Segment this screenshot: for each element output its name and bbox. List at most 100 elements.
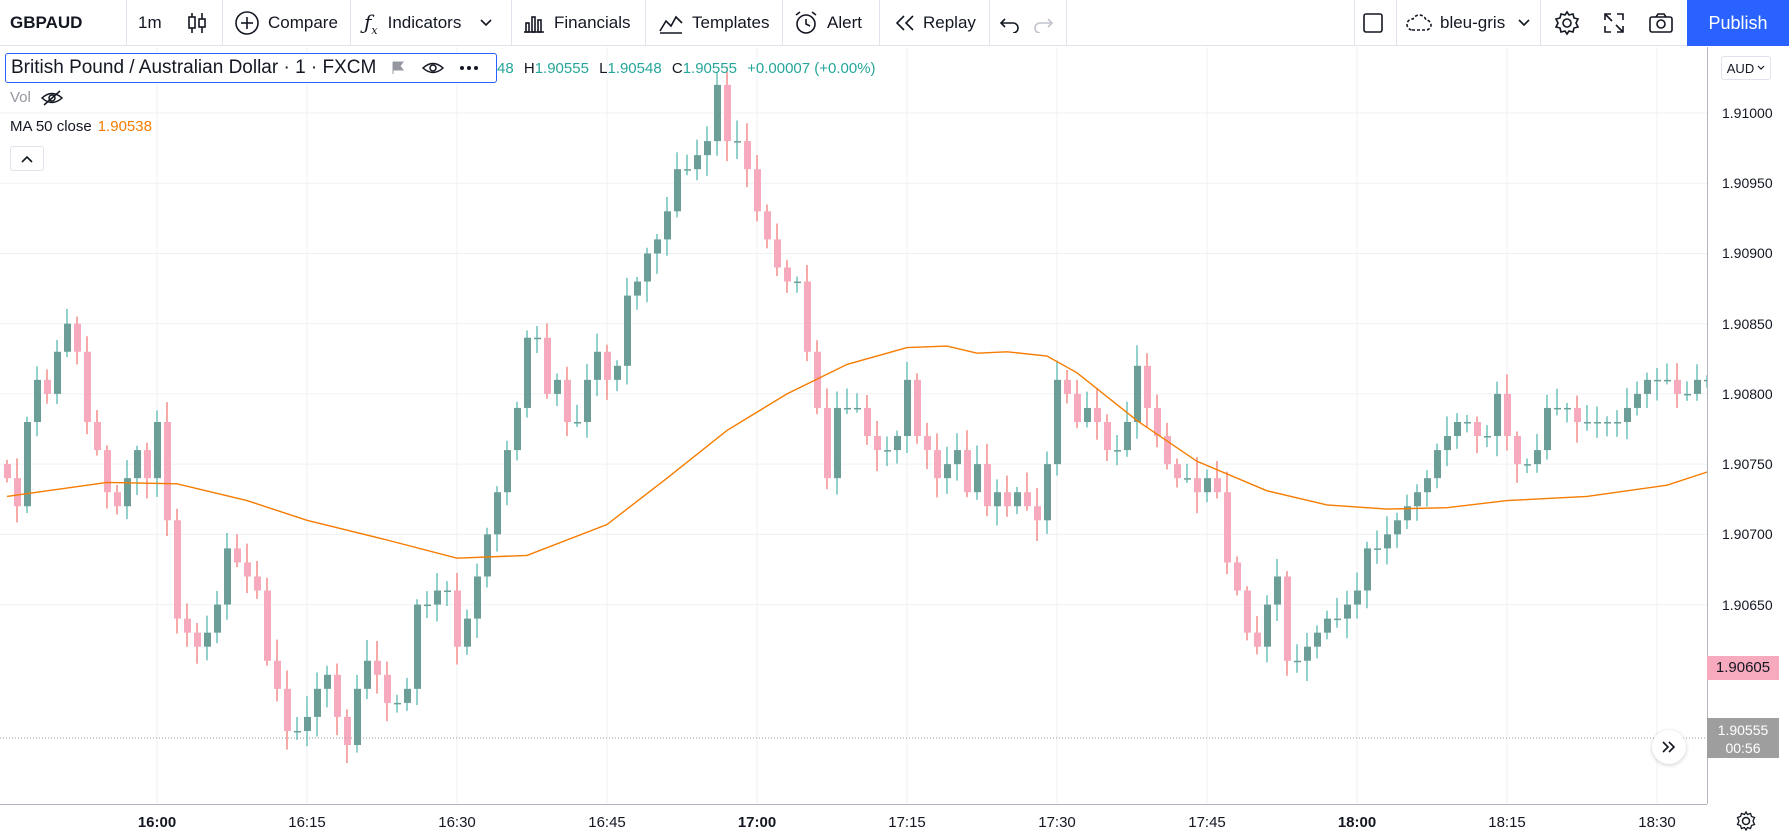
interval-button[interactable]: 1m — [138, 0, 162, 46]
symbol-search-button[interactable]: GBPAUD — [10, 0, 82, 46]
candle — [564, 366, 571, 437]
candle — [1184, 463, 1191, 483]
candle — [1674, 363, 1681, 409]
chart-pane[interactable] — [0, 47, 1707, 804]
candle-body — [254, 576, 261, 591]
candle — [234, 534, 241, 568]
candle-body — [1504, 393, 1511, 437]
compare-button[interactable]: Compare — [234, 0, 338, 46]
candle-body — [414, 604, 421, 689]
candle-body — [1104, 421, 1111, 451]
time-tick-label: 17:15 — [888, 814, 926, 831]
candle-body — [894, 436, 901, 451]
candle-body — [1404, 506, 1411, 521]
candle-body — [884, 450, 891, 452]
candle — [54, 339, 61, 405]
candle-body — [1354, 590, 1361, 605]
fullscreen-button[interactable] — [1602, 0, 1626, 46]
time-axis[interactable]: 16:00 16:15 16:30 16:45 17:00 17:15 17:30 17:45… — [0, 804, 1789, 839]
fullscreen-layout-button[interactable] — [1361, 0, 1385, 46]
alert-button[interactable]: Alert — [793, 0, 862, 46]
scroll-to-realtime-button[interactable] — [1652, 730, 1686, 764]
candle-body — [874, 436, 881, 451]
candle-body — [1064, 379, 1071, 394]
candle-body — [274, 660, 281, 689]
chart-type-button[interactable] — [186, 0, 208, 46]
candle — [1244, 586, 1251, 641]
candle-body — [124, 478, 131, 507]
candle — [594, 333, 601, 396]
candle — [1424, 470, 1431, 507]
candle — [1624, 388, 1631, 440]
candle-body — [784, 267, 791, 282]
candle — [1454, 413, 1461, 449]
replay-button[interactable]: Replay — [893, 0, 976, 46]
toolbar-divider — [1540, 0, 1541, 46]
undo-button[interactable] — [999, 0, 1021, 46]
candle — [1004, 475, 1011, 517]
toolbar-divider — [989, 0, 990, 46]
candle — [1284, 571, 1291, 676]
candle — [1564, 402, 1571, 423]
time-tick-label: 17:00 — [737, 814, 777, 831]
candle — [694, 139, 701, 181]
volume-legend[interactable]: Vol — [10, 89, 63, 106]
candle — [704, 126, 711, 176]
indicators-label: Indicators — [387, 13, 462, 32]
more-icon[interactable] — [458, 60, 480, 76]
candle — [954, 433, 961, 481]
candle-body — [1334, 618, 1341, 621]
candle-body — [1304, 646, 1311, 661]
candle-body — [374, 660, 381, 675]
rewind-icon — [895, 15, 914, 31]
layout-menu-button[interactable]: bleu-gris — [1404, 0, 1531, 46]
candle-body — [104, 450, 111, 493]
eye-hidden-icon[interactable] — [40, 89, 63, 106]
candle-body — [944, 464, 951, 479]
financials-button[interactable]: Financials — [522, 0, 631, 46]
price-axis[interactable]: 1.91000 1.90950 1.90900 1.90850 1.90800 1.907… — [1707, 47, 1789, 804]
candle — [384, 661, 391, 722]
candle-body — [314, 688, 321, 717]
candle-body — [704, 141, 711, 156]
candle — [884, 436, 891, 466]
candle — [404, 677, 411, 711]
candle-body — [1244, 590, 1251, 633]
candle — [204, 615, 211, 661]
candle — [504, 440, 511, 506]
candle-body — [984, 464, 991, 507]
candle — [1114, 435, 1121, 466]
ma-legend[interactable]: MA 50 close 1.90538 — [10, 118, 152, 135]
candle-body — [714, 84, 721, 142]
candle — [1554, 388, 1561, 416]
snapshot-button[interactable] — [1648, 0, 1674, 46]
candle — [474, 563, 481, 638]
candle-body — [1234, 562, 1241, 591]
candle — [244, 543, 251, 594]
indicators-button[interactable]: ƒx Indicators — [364, 0, 493, 46]
candle-body — [734, 141, 741, 143]
eye-icon[interactable] — [422, 60, 445, 76]
candle — [764, 204, 771, 249]
low-label: L — [599, 60, 608, 77]
candle — [1194, 457, 1201, 514]
candle — [1334, 597, 1341, 628]
candle-body — [24, 421, 31, 507]
flag-icon[interactable] — [390, 60, 406, 76]
candle — [94, 410, 101, 456]
publish-button[interactable]: Publish — [1687, 0, 1789, 46]
chart-settings-button[interactable] — [1735, 810, 1759, 834]
candle-body — [1604, 421, 1611, 424]
settings-button[interactable] — [1554, 0, 1580, 46]
candle — [294, 716, 301, 740]
candle-body — [54, 351, 61, 394]
templates-button[interactable]: Templates — [658, 0, 769, 46]
symbol-legend[interactable]: British Pound / Australian Dollar · 1 · … — [5, 53, 497, 83]
collapse-legend-button[interactable] — [10, 146, 44, 171]
redo-button[interactable] — [1032, 0, 1054, 46]
candle-body — [1414, 492, 1421, 507]
currency-button[interactable]: AUD — [1721, 56, 1771, 80]
symbol-title: British Pound / Australian Dollar · 1 · … — [11, 57, 377, 78]
candle — [754, 154, 761, 222]
candle-body — [334, 674, 341, 717]
